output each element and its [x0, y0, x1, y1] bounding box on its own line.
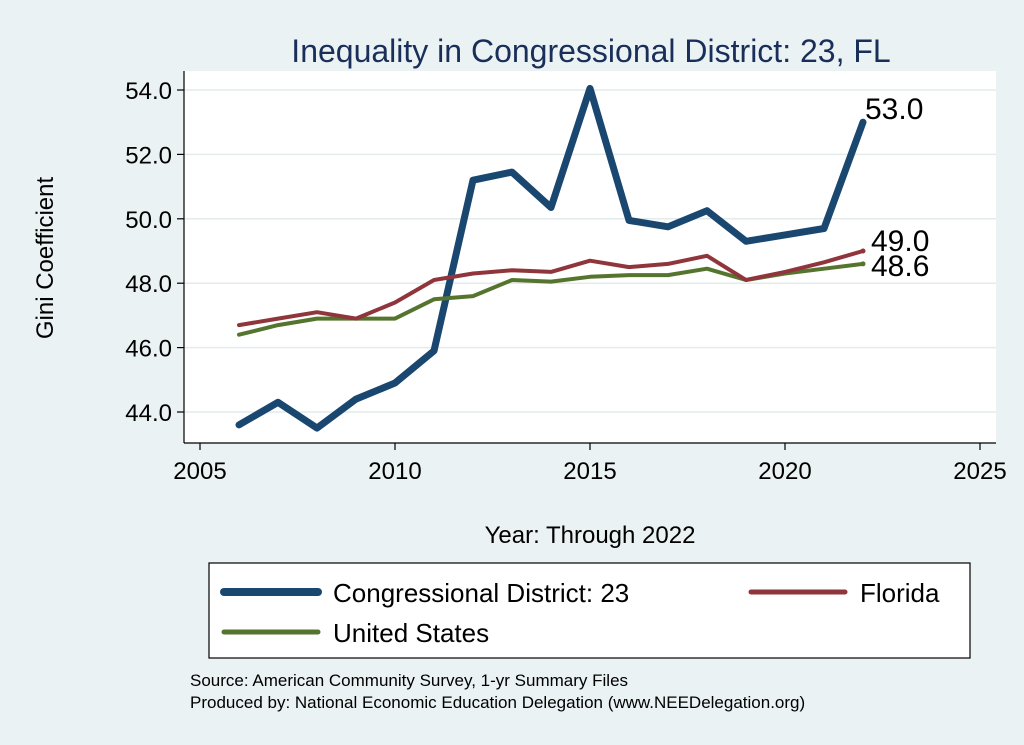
chart-title: Inequality in Congressional District: 23…: [291, 33, 890, 69]
end-value-label: 53.0: [865, 93, 923, 126]
x-tick-label: 2010: [368, 458, 421, 485]
legend-label: Congressional District: 23: [333, 578, 629, 608]
legend-label: United States: [333, 618, 489, 648]
y-tick-label: 46.0: [125, 336, 172, 363]
series-end-point: [860, 248, 866, 254]
series-line-florida: [237, 249, 865, 328]
y-tick-label: 44.0: [125, 400, 172, 427]
end-labels: 53.0 49.048.6: [865, 93, 929, 283]
producer-line: Produced by: National Economic Education…: [190, 693, 805, 712]
legend-label: Florida: [860, 578, 940, 608]
end-value-label: 49.0: [871, 225, 929, 258]
y-tick-label: 54.0: [125, 78, 172, 105]
x-tick-label: 2025: [953, 458, 1006, 485]
legend: Congressional District: 23 Florida United …: [220, 578, 940, 648]
x-axis-title: Year: Through 2022: [485, 522, 696, 549]
series-lines: [235, 84, 867, 432]
series-line-congressional-district-23: [235, 84, 867, 432]
y-axis-title: Gini Coefficient: [32, 177, 59, 340]
axis-ticks: 44.0 46.0 48.0 50.0 52.0 54.0 2005 2010 2015 2020…: [125, 78, 1006, 485]
x-tick-label: 2020: [758, 458, 811, 485]
legend-box: [208, 562, 971, 659]
series-end-point: [860, 119, 866, 125]
x-tick-label: 2015: [563, 458, 616, 485]
y-tick-label: 48.0: [125, 271, 172, 298]
x-tick-label: 2005: [173, 458, 226, 485]
source-line: Source: American Community Survey, 1-yr …: [190, 671, 628, 690]
end-value-label: 48.6: [871, 250, 929, 283]
y-tick-label: 50.0: [125, 207, 172, 234]
y-tick-label: 52.0: [125, 142, 172, 169]
series-end-point: [860, 261, 866, 267]
